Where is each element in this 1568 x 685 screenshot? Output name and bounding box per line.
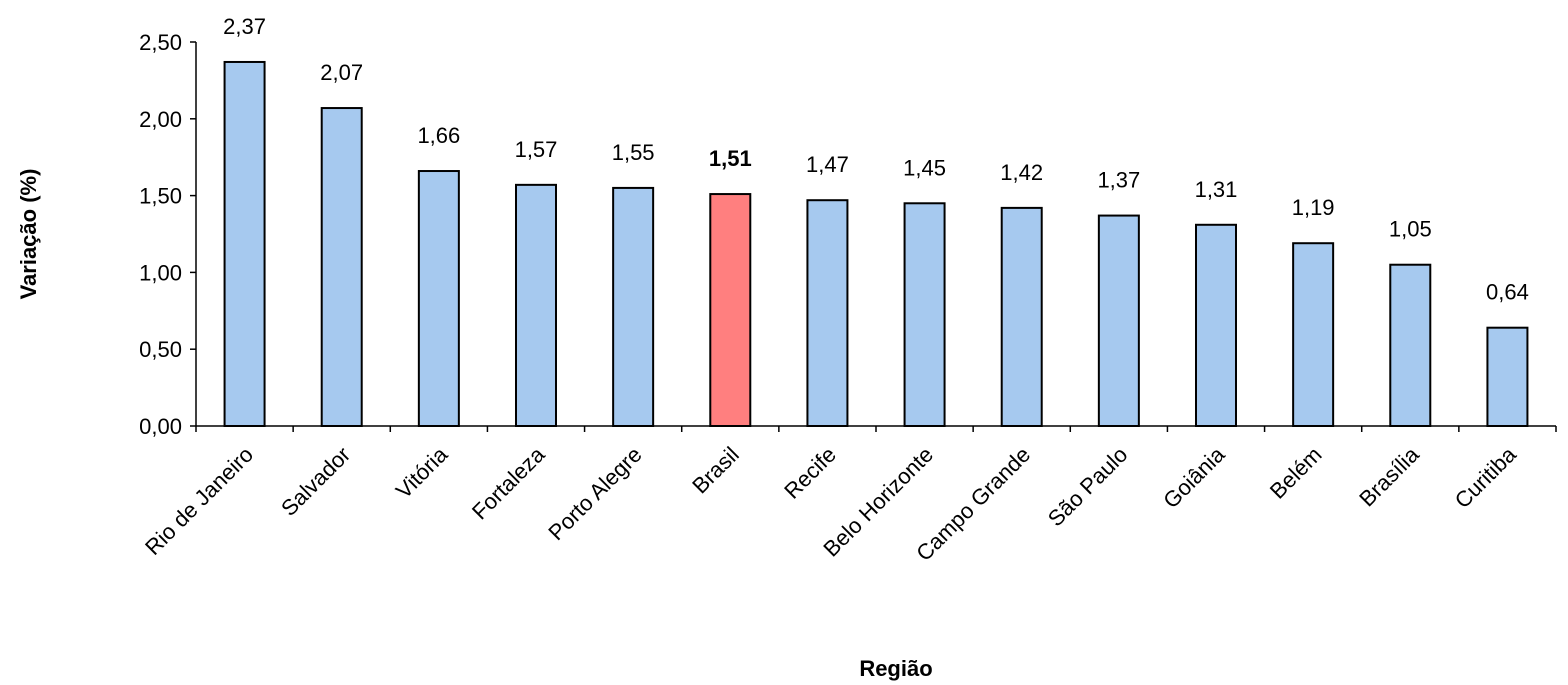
- data-label: 1,66: [417, 123, 460, 148]
- data-label: 1,45: [903, 155, 946, 180]
- category-label: Belém: [1265, 442, 1327, 504]
- data-label: 1,55: [612, 140, 655, 165]
- category-label: Curitiba: [1450, 441, 1522, 513]
- data-labels: 2,37 2,07 1,66 1,57 1,55 1,51 1,47 1,45 1,42 1,37…: [223, 14, 1529, 305]
- bar-belém: [1292, 242, 1335, 427]
- category-label: Brasília: [1354, 441, 1424, 511]
- y-tick-label: 0,50: [139, 337, 182, 362]
- data-label: 0,64: [1486, 280, 1529, 305]
- data-label: 1,42: [1000, 160, 1043, 185]
- data-label: 1,37: [1097, 168, 1140, 193]
- category-label: Goiânia: [1158, 441, 1230, 513]
- data-label: 1,51: [709, 146, 752, 171]
- bar-curitiba: [1486, 326, 1529, 428]
- data-label: 1,57: [515, 137, 558, 162]
- category-label: São Paulo: [1043, 442, 1132, 531]
- bar-salvador: [320, 107, 363, 427]
- bar-fortaleza: [515, 183, 557, 427]
- x-axis: [195, 425, 1557, 432]
- bar-belo-horizonte: [903, 202, 946, 427]
- category-label: Vitória: [391, 441, 453, 503]
- category-label: Porto Alegre: [543, 442, 646, 545]
- y-tick-label: 1,50: [139, 184, 182, 209]
- category-labels: Rio de Janeiro Salvador Vitória FortalezaPo…: [140, 441, 1521, 566]
- data-label: 2,37: [223, 14, 266, 39]
- data-label: 2,07: [320, 60, 363, 85]
- y-tick-label: 2,00: [139, 107, 182, 132]
- bar-campo-grande: [1000, 206, 1043, 427]
- x-axis-title: Região: [859, 656, 932, 681]
- bar-porto-alegre: [612, 186, 655, 427]
- category-label: Recife: [779, 442, 841, 504]
- bar-brasil: [709, 193, 752, 427]
- category-label: Fortaleza: [467, 441, 550, 524]
- data-label: 1,05: [1389, 217, 1432, 242]
- data-label: 1,31: [1195, 177, 1238, 202]
- category-label: Salvador: [276, 442, 355, 521]
- category-label: Rio de Janeiro: [140, 442, 258, 560]
- data-label: 1,47: [806, 152, 849, 177]
- y-tick-label: 0,00: [139, 414, 182, 439]
- y-tick-label: 1,00: [139, 260, 182, 285]
- bar-rio-de-janeiro: [223, 60, 266, 428]
- bar-vitória: [417, 170, 460, 427]
- category-label: Brasil: [687, 442, 744, 499]
- bar-goiânia: [1195, 223, 1237, 427]
- y-axis-title: Variação (%): [16, 169, 41, 300]
- bar-são-paulo: [1097, 214, 1140, 427]
- y-tick-label: 2,50: [139, 30, 182, 55]
- data-label: 1,19: [1292, 195, 1335, 220]
- bar-brasília: [1389, 263, 1432, 427]
- bars: [223, 60, 1529, 428]
- y-axis: 0,00 0,50 1,00 1,50 2,00 2,50: [139, 30, 197, 439]
- bar-recife: [806, 199, 849, 427]
